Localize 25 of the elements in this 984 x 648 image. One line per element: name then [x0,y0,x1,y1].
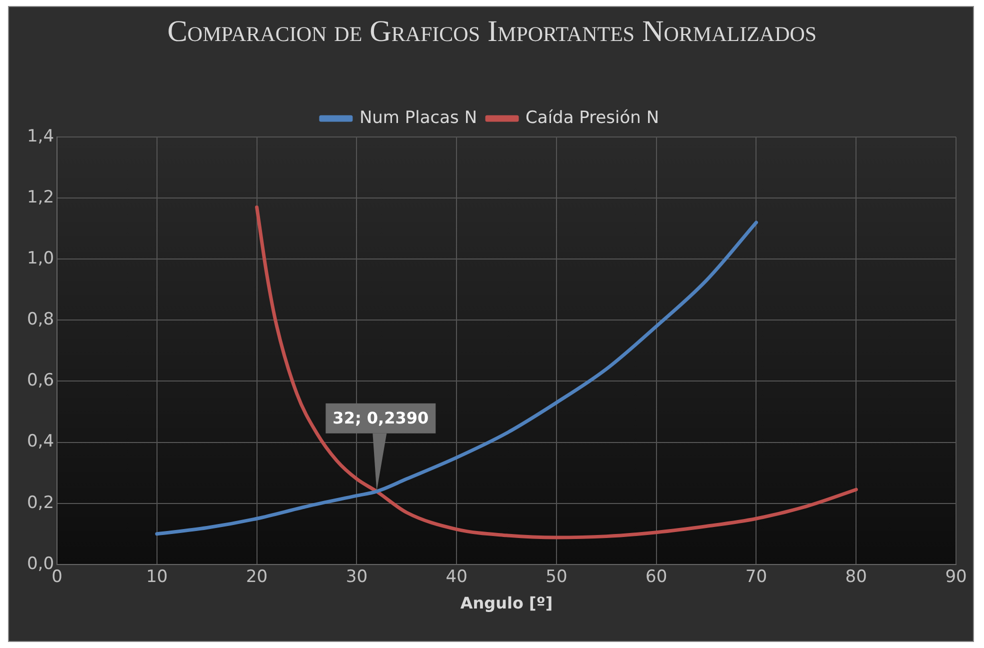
x-tick-label: 40 [446,567,468,588]
annotation: 32; 0,2390 [332,408,429,428]
x-tick-label: 0 [52,567,62,588]
x-tick-label: 10 [146,567,168,588]
chart-title: Comparacion de Graficos Importantes Normalizados [166,14,818,50]
line-series [255,205,858,540]
y-tick-label: 0,2 [26,492,54,513]
line-series [155,220,758,536]
x-tick-label: 20 [246,567,268,588]
y-tick-label: 0,8 [26,310,54,330]
y-tick-label: 0,6 [26,370,54,391]
legend-label: Num Placas N [359,108,478,128]
x-tick-label: 80 [845,567,867,588]
y-tick-label: 1,0 [26,248,54,269]
x-tick-label: 90 [945,567,967,588]
legend-label: Caída Presión N [526,108,660,128]
y-tick-label: 0,0 [26,554,54,574]
y-tick-label: 1,2 [26,187,54,208]
x-tick-label: 60 [646,567,668,588]
x-tick-label: 30 [346,567,368,588]
y-tick-label: 0,4 [26,432,54,452]
x-tick-label: 70 [745,567,768,588]
y-tick-label: 1,4 [26,126,54,146]
x-axis-title: Angulo [º] [460,594,553,613]
x-tick-label: 50 [546,567,568,588]
